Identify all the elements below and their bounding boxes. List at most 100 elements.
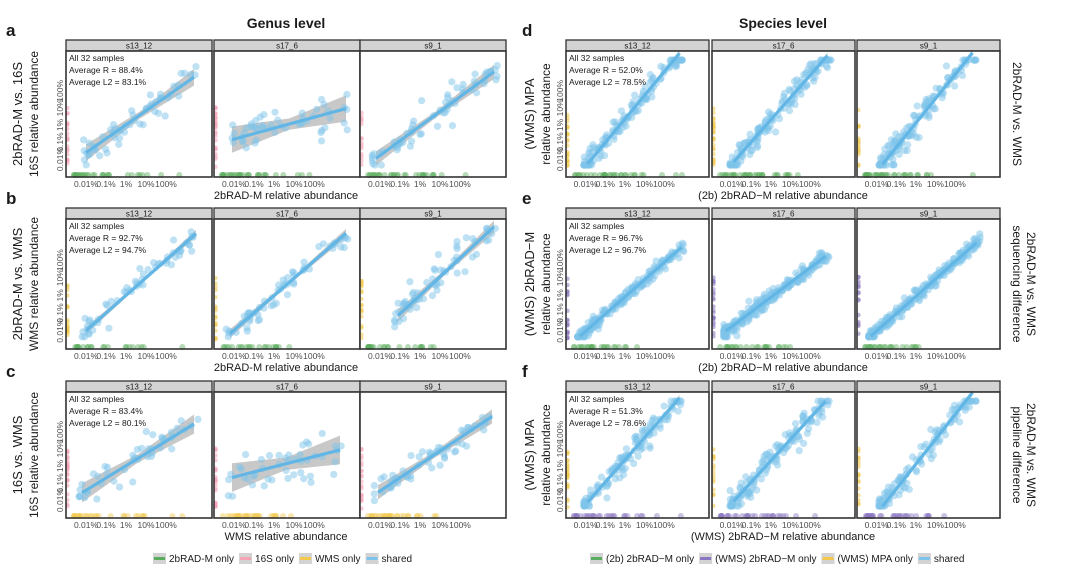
y-tick-label: 100% — [55, 80, 65, 102]
y-axis-title-outer: 16S vs. WMS — [10, 415, 25, 494]
shared-point — [305, 440, 313, 448]
shared-point — [425, 448, 434, 456]
x-tick-label: 0.1% — [390, 520, 410, 530]
shared-point — [795, 447, 803, 455]
shared-point — [453, 244, 461, 253]
x-tick-label: 0.1% — [596, 520, 616, 530]
panel-a: a 2bRAD-M vs. 16S 16S relative abundance 0.… — [6, 21, 507, 202]
panel-f: f(WMS) MPA relative abundance 0.01%0.1%1%1… — [522, 362, 1038, 543]
shared-point — [480, 426, 488, 434]
shared-point — [418, 97, 426, 105]
shared-point — [646, 71, 654, 79]
x-axis-title: WMS relative abundance — [225, 531, 348, 543]
annotation-samples: All 32 samples — [569, 394, 624, 404]
shared-point — [331, 442, 339, 450]
y-axis-title-inner: 16S relative abundance — [27, 392, 41, 518]
y-tick-label: 1% — [555, 459, 565, 472]
x-tick-label: 10% — [137, 351, 154, 361]
shared-point — [431, 266, 439, 274]
shared-point — [107, 126, 115, 134]
row-label: sequencing difference — [1010, 225, 1024, 343]
x-tick-label: 10% — [782, 520, 799, 530]
facet-s13_12: s13_120.01%0.1% 1% 10% 100%All 32 samplesAv… — [65, 380, 213, 530]
shared-point — [813, 418, 821, 427]
shared-point — [661, 265, 670, 273]
regression-line — [396, 225, 496, 317]
facet-s13_12: s13_120.01%0.1% 1% 10% 100%All 32 samplesAv… — [65, 39, 213, 189]
shared-point — [224, 333, 232, 341]
x-tick-label: 1% — [619, 520, 632, 530]
shared-point — [194, 415, 202, 423]
shared-point — [290, 268, 298, 277]
shared-point — [313, 105, 321, 113]
shared-point — [761, 469, 769, 477]
y-axis-title-inner: relative abundance — [539, 63, 553, 165]
shared-point — [448, 78, 456, 86]
panel-letter: c — [6, 362, 15, 381]
y-tick-label: 100% — [555, 80, 565, 102]
shared-point — [413, 304, 421, 312]
regression-line — [231, 106, 347, 142]
y-tick-label: 0.1% — [555, 303, 565, 323]
facet-s17_6: s17_6 0.01%0.1% 1% 10% 100% — [213, 207, 361, 361]
x-tick-label: 0.01% — [74, 179, 99, 189]
facet-s9_1: s9_1 0.01%0.1% 1% 10% 100% — [359, 380, 507, 530]
shared-point — [283, 291, 292, 299]
y-axis-title-inner: relative abundance — [539, 233, 553, 335]
shared-point — [78, 480, 86, 488]
shared-point — [646, 442, 654, 450]
shared-point — [406, 142, 415, 150]
facet-s13_12: s13_120.01%0.1% 1% 10% 100%All 32 samplesAv… — [565, 39, 710, 189]
y-tick-label: 1% — [55, 459, 65, 472]
facet-frame — [359, 218, 507, 350]
y-tick-label: 10% — [555, 99, 565, 116]
shared-point — [478, 413, 487, 422]
facet-frame — [65, 391, 213, 519]
x-tick-label: 100% — [653, 179, 675, 189]
regression-line — [81, 422, 195, 495]
shared-point — [887, 136, 896, 144]
facet-frame — [65, 218, 213, 350]
shared-point — [826, 56, 834, 64]
shared-point — [603, 494, 611, 502]
shared-point — [318, 429, 326, 438]
shared-point — [409, 117, 418, 125]
x-tick-label: 100% — [944, 179, 966, 189]
x-tick-label: 100% — [155, 179, 177, 189]
shared-point — [188, 247, 196, 255]
legend-item: WMS only — [298, 553, 361, 565]
x-tick-label: 0.01% — [222, 351, 247, 361]
legend-swatch — [154, 557, 165, 560]
x-tick-label: 10% — [431, 351, 448, 361]
shared-point — [892, 130, 900, 138]
legend-swatch — [366, 557, 378, 560]
y-tick-label: 0.01% — [55, 318, 65, 343]
shared-point — [736, 483, 744, 492]
legend-item: (WMS) 2bRAD−M only — [699, 553, 817, 565]
row-label: 2bRAD-M vs. WMS — [1010, 62, 1024, 166]
legend-label: (2b) 2bRAD−M only — [606, 554, 694, 565]
y-tick-label: 0.1% — [55, 303, 65, 323]
shared-point — [942, 62, 951, 70]
x-tick-label: 0.01% — [74, 351, 99, 361]
facet-s13_12: s13_120.01%0.1% 1% 10% 100%All 32 samplesAv… — [565, 380, 710, 530]
shared-point — [453, 269, 461, 277]
facet-strip-label: s9_1 — [920, 383, 938, 392]
shared-point — [434, 250, 442, 259]
shared-point — [370, 150, 378, 158]
x-tick-label: 0.1% — [96, 351, 116, 361]
shared-point — [586, 486, 595, 494]
legend-item: 16S only — [239, 553, 294, 565]
shared-point — [622, 445, 631, 453]
x-tick-label: 0.01% — [222, 520, 247, 530]
legend-swatch — [822, 557, 834, 560]
shared-point — [909, 111, 918, 119]
annotation-average-r: Average R = 83.4% — [69, 406, 143, 416]
panel-letter: a — [6, 21, 16, 40]
x-tick-label: 10% — [636, 351, 653, 361]
shared-point — [317, 137, 326, 145]
shared-point — [585, 502, 593, 510]
shared-point — [933, 426, 941, 434]
shared-point — [399, 315, 408, 323]
column-title-genus: Genus level — [247, 15, 326, 31]
